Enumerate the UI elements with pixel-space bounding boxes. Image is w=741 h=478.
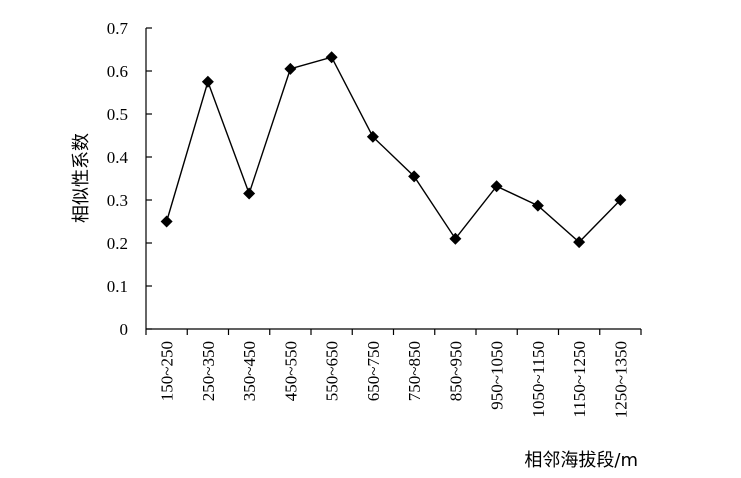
- x-tick-label: 350~450: [240, 341, 259, 401]
- x-tick-label: 450~550: [281, 341, 300, 401]
- data-point: [366, 130, 379, 143]
- y-ticks: 0 0.1 0.2 0.3 0.4 0.5 0.6 0.7: [107, 19, 152, 339]
- data-point: [573, 236, 586, 249]
- data-point: [531, 199, 544, 212]
- y-tick-label: 0.5: [107, 105, 128, 124]
- y-tick-label: 0.1: [107, 277, 128, 296]
- y-tick-label: 0.6: [107, 62, 128, 81]
- data-point: [243, 187, 256, 200]
- axes: [145, 28, 641, 330]
- data-point: [284, 62, 297, 75]
- x-tick-label: 950~1050: [488, 341, 507, 410]
- x-tick-label: 850~950: [446, 341, 465, 401]
- y-tick-label: 0.2: [107, 234, 128, 253]
- x-tick-label: 1150~1250: [570, 341, 589, 418]
- x-axis-title: 相邻海拔段/m: [524, 450, 638, 471]
- y-tick-label: 0.4: [107, 148, 129, 167]
- x-tick-label: 250~350: [199, 341, 218, 401]
- data-point: [614, 194, 627, 206]
- x-tick-label: 1050~1150: [529, 341, 548, 418]
- data-point: [160, 215, 173, 228]
- data-point: [325, 51, 338, 64]
- x-tick-label: 550~650: [323, 341, 342, 401]
- y-axis-title: 相似性系数: [71, 133, 92, 223]
- y-tick-label: 0.7: [107, 19, 129, 38]
- data-point: [201, 75, 214, 88]
- y-tick-label: 0.3: [107, 191, 128, 210]
- data-point: [449, 232, 462, 245]
- data-point: [490, 180, 503, 193]
- x-ticks: 150~250 250~350 350~450 450~550 550~650 650~7…: [145, 329, 642, 418]
- data-point: [408, 170, 421, 183]
- x-tick-label: 750~850: [405, 341, 424, 401]
- series-line: [165, 56, 621, 244]
- x-tick-label: 1250~1350: [611, 341, 630, 418]
- data-series: [160, 51, 627, 249]
- x-tick-label: 150~250: [158, 341, 177, 401]
- y-tick-label: 0: [120, 320, 129, 339]
- x-tick-label: 650~750: [364, 341, 383, 401]
